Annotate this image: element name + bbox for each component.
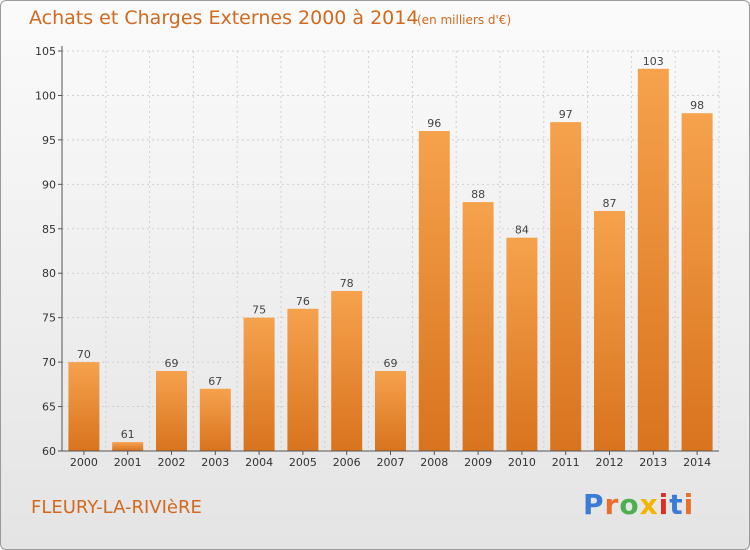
value-label-2012: 87 [603,197,617,210]
logo-letter: i [658,488,670,521]
bar-2011 [550,122,582,451]
x-tick-label-2005: 2005 [289,456,317,469]
y-tick-label: 85 [42,223,56,236]
bar-2007 [375,371,406,451]
bar-2013 [637,68,669,452]
x-tick-label-2000: 2000 [70,456,98,469]
x-tick-label-2012: 2012 [596,456,624,469]
chart-title: Achats et Charges Externes 2000 à 2014 [29,7,419,29]
commune-name: FLEURY-LA-RIVIèRE [31,497,202,518]
logo-letter: r [604,488,620,521]
x-tick-label-2013: 2013 [639,456,667,469]
value-label-2003: 67 [208,375,222,388]
x-tick-label-2002: 2002 [158,456,186,469]
value-label-2010: 84 [515,224,529,237]
value-label-2006: 78 [340,277,354,290]
bar-2000 [68,362,100,451]
y-tick-label: 70 [42,356,56,369]
value-label-2011: 97 [559,108,573,121]
bar-2014 [681,113,713,451]
y-tick-label: 75 [42,312,56,325]
bar-2003 [199,388,231,451]
value-label-2014: 98 [690,99,704,112]
bar-2010 [506,237,538,451]
value-label-2007: 69 [384,357,398,370]
value-label-2002: 69 [165,357,179,370]
y-tick-label: 80 [42,267,56,280]
y-tick-label: 95 [42,134,56,147]
y-tick-label: 105 [35,45,56,58]
logo-letter: x [639,488,659,521]
y-tick-label: 65 [42,401,56,414]
bar-2005 [287,308,319,451]
x-tick-label-2007: 2007 [377,456,405,469]
value-label-2005: 76 [296,295,310,308]
x-tick-label-2014: 2014 [683,456,711,469]
x-tick-label-2004: 2004 [245,456,273,469]
bar-2004 [243,317,275,451]
y-tick-label: 60 [42,445,56,458]
value-label-2013: 103 [643,55,664,68]
bar-2012 [594,211,625,451]
bar-2008 [418,131,450,451]
value-label-2004: 75 [252,304,266,317]
proxiti-logo: Proxiti [583,488,694,521]
value-label-2008: 96 [427,117,441,130]
logo-letter: t [669,488,684,521]
value-label-2001: 61 [121,428,135,441]
x-tick-label-2001: 2001 [114,456,142,469]
bar-2006 [331,291,363,451]
x-tick-label-2010: 2010 [508,456,536,469]
value-label-2000: 70 [77,348,91,361]
bar-2009 [462,202,494,451]
logo-letter: P [583,488,605,521]
x-tick-label-2008: 2008 [420,456,448,469]
bar-2002 [156,371,187,451]
x-tick-label-2009: 2009 [464,456,492,469]
y-tick-label: 100 [35,89,56,102]
chart-subtitle: (en milliers d'€) [417,13,512,27]
y-tick-label: 90 [42,178,56,191]
x-tick-label-2011: 2011 [552,456,580,469]
logo-letter: o [619,488,640,521]
x-tick-label-2006: 2006 [333,456,361,469]
value-label-2009: 88 [471,188,485,201]
bar-2001 [112,442,144,451]
x-tick-label-2003: 2003 [201,456,229,469]
logo-letter: i [683,488,695,521]
